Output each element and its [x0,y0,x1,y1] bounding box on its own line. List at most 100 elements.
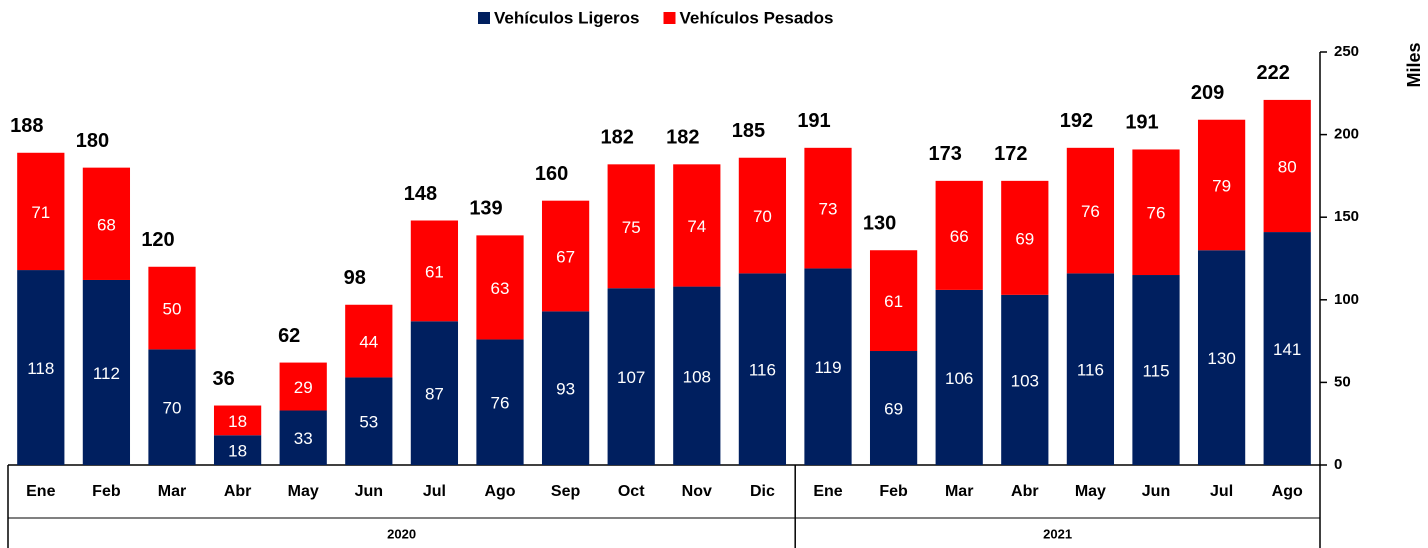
segment-label: 80 [1278,157,1297,176]
bar-segment [1001,294,1049,465]
total-label: 188 [10,115,43,137]
x-tick-label: Abr [1011,483,1039,500]
x-tick-label: Ene [813,483,842,500]
segment-label: 93 [556,380,575,399]
y-tick-label: 50 [1334,373,1351,390]
bar-segment [82,167,131,280]
x-tick-label: Jun [355,483,383,500]
segment-label: 69 [884,399,903,418]
segment-label: 53 [359,413,378,432]
bar-segment [869,351,918,465]
total-label: 172 [994,143,1027,165]
total-label: 180 [76,130,109,152]
bar-segment [804,268,852,465]
y-tick-label: 200 [1334,126,1359,143]
x-tick-label: Oct [618,483,645,500]
x-tick-label: Nov [682,483,712,500]
segment-label: 33 [294,429,313,448]
y-tick-label: 250 [1334,43,1359,60]
bar-segment [673,286,721,465]
segment-label: 29 [294,378,313,397]
bar-segment [1263,232,1311,465]
segment-label: 74 [687,217,706,236]
bar-segment [17,152,65,271]
bar-segment [541,311,590,465]
segment-label: 115 [1142,361,1169,380]
bar-segment [345,377,393,465]
legend-label: Vehículos Ligeros [494,8,640,27]
bar-segment [1066,273,1115,465]
bar-segment [541,200,590,312]
x-tick-label: May [288,483,319,500]
total-label: 182 [666,127,699,149]
x-tick-label: Mar [945,483,973,500]
bar-segment [738,273,787,465]
total-label: 62 [278,325,300,347]
legend-label: Vehículos Pesados [680,8,834,27]
bar-segment [345,304,393,378]
bar-segment [476,339,524,465]
x-tick-label: Feb [879,483,908,500]
segment-label: 118 [27,359,54,378]
segment-label: 112 [93,364,120,383]
segment-label: 18 [228,412,247,431]
bar-segment [1001,180,1049,295]
x-tick-label: Ago [1272,483,1303,500]
x-tick-label: May [1075,483,1106,500]
bar-segment [607,288,655,465]
segment-label: 67 [556,248,575,267]
legend-swatch [478,12,490,24]
segment-label: 61 [425,262,444,281]
segment-label: 79 [1212,176,1231,195]
segment-label: 69 [1015,229,1034,248]
total-label: 209 [1191,82,1224,104]
bar-segment [1066,147,1115,274]
y-tick-label: 100 [1334,291,1359,308]
bar-segment [1132,149,1180,276]
segment-label: 87 [425,385,444,404]
segment-label: 70 [163,399,182,418]
x-tick-label: Jun [1142,483,1170,500]
total-label: 222 [1257,62,1290,84]
segment-label: 76 [1147,204,1166,223]
bar-segment [1263,99,1311,233]
segment-label: 63 [491,279,510,298]
bar-segment [82,279,131,465]
bar-segment [935,180,983,290]
bar-segment [738,157,787,274]
segment-label: 119 [814,358,841,377]
bar-segment [410,321,459,465]
bar-segment [869,250,918,352]
group-label: 2021 [1043,526,1072,541]
bar-segment [1197,119,1246,251]
segment-label: 68 [97,215,116,234]
total-label: 148 [404,183,437,205]
segment-label: 66 [950,227,969,246]
segment-label: 103 [1011,371,1039,390]
segment-label: 141 [1273,340,1301,359]
total-label: 139 [469,198,502,220]
x-tick-label: Jul [423,483,446,500]
x-tick-label: Jul [1210,483,1233,500]
segment-label: 130 [1207,349,1235,368]
segment-label: 50 [163,300,182,319]
group-label: 2020 [387,526,416,541]
total-label: 182 [601,127,634,149]
bar-segment [935,289,983,465]
bar-segment [148,266,196,350]
x-tick-label: Ene [26,483,55,500]
segment-label: 116 [749,361,776,380]
total-label: 130 [863,213,896,235]
bar-segment [213,435,262,465]
bar-segment [279,362,327,411]
x-tick-label: Sep [551,483,581,500]
bar-segment [410,220,459,322]
bar-segment [1132,275,1180,465]
segment-label: 107 [617,368,645,387]
segment-label: 76 [1081,202,1100,221]
segment-label: 116 [1077,361,1104,380]
bar-segment [279,410,327,465]
bar-segment [148,349,196,465]
segment-label: 75 [622,218,641,237]
